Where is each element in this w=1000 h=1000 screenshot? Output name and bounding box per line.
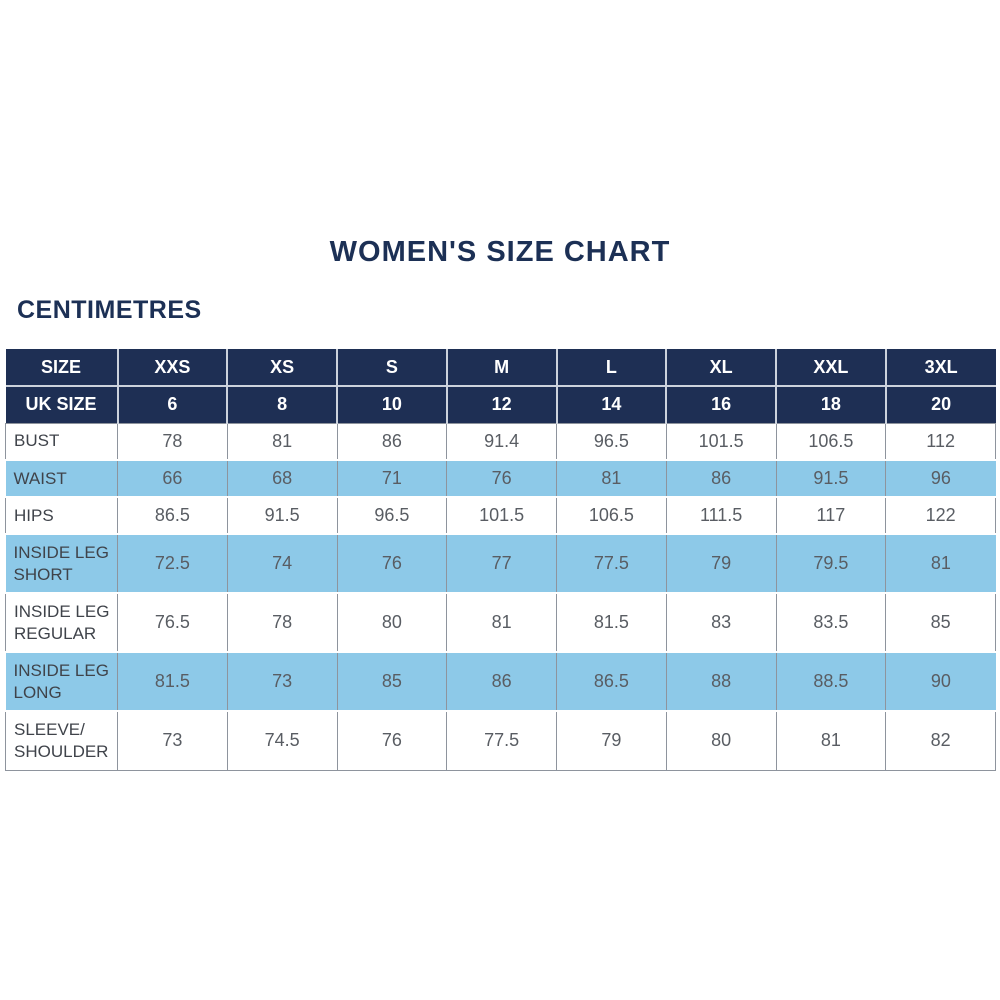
value-cell: 79 <box>665 533 777 594</box>
value-cell: 86 <box>336 422 448 461</box>
value-cell: 79 <box>556 710 667 771</box>
uk-size-cell: 20 <box>884 385 996 423</box>
value-cell: 81 <box>885 533 996 594</box>
value-cell: 74.5 <box>226 710 338 771</box>
value-cell: 85 <box>336 651 448 712</box>
value-cell: 83 <box>665 592 777 653</box>
value-cell: 86 <box>665 459 777 498</box>
size-header-cell: XXL <box>775 349 886 386</box>
value-cell: 76 <box>446 459 557 498</box>
value-cell: 106.5 <box>556 496 667 535</box>
uk-size-cell: 6 <box>116 385 228 423</box>
row-label: INSIDE LEG SHORT <box>5 533 118 594</box>
value-cell: 111.5 <box>665 496 777 535</box>
value-cell: 91.5 <box>775 459 887 498</box>
value-cell: 90 <box>885 651 996 712</box>
value-cell: 96 <box>885 459 996 498</box>
value-cell: 86.5 <box>556 651 667 712</box>
value-cell: 117 <box>775 496 887 535</box>
value-cell: 76.5 <box>117 592 228 653</box>
value-cell: 80 <box>336 592 448 653</box>
value-cell: 72.5 <box>117 533 228 594</box>
uk-size-cell: 10 <box>336 385 447 423</box>
size-header-cell: S <box>336 349 447 386</box>
value-cell: 112 <box>885 422 996 461</box>
uk-size-cell: 12 <box>445 385 557 423</box>
value-cell: 91.4 <box>446 422 557 461</box>
row-label: SLEEVE/ SHOULDER <box>5 710 118 771</box>
row-label: INSIDE LEG LONG <box>5 651 118 712</box>
value-cell: 81 <box>556 459 667 498</box>
value-cell: 88.5 <box>775 651 887 712</box>
size-header-cell: L <box>555 349 667 386</box>
value-cell: 81 <box>446 592 557 653</box>
value-cell: 76 <box>336 710 448 771</box>
value-cell: 81.5 <box>117 651 228 712</box>
value-cell: 81 <box>775 710 887 771</box>
uk-size-cell: 18 <box>775 385 886 423</box>
size-header-cell: 3XL <box>884 349 996 386</box>
size-chart-table: SIZE XXS XS S M L XL XXL 3XL UK SIZE 6 8… <box>5 349 996 771</box>
value-cell: 74 <box>226 533 338 594</box>
size-header-cell: XS <box>226 349 337 386</box>
uk-size-cell: 16 <box>665 385 776 423</box>
table-row-inside-leg-regular: INSIDE LEG REGULAR 76.5 78 80 81 81.5 83… <box>5 592 996 653</box>
page-title: WOMEN'S SIZE CHART <box>329 236 671 268</box>
size-header-cell: XL <box>665 349 776 386</box>
uk-size-label: UK SIZE <box>5 385 118 423</box>
size-header-cell: XXS <box>116 349 228 386</box>
value-cell: 101.5 <box>446 496 557 535</box>
value-cell: 77.5 <box>446 710 557 771</box>
value-cell: 122 <box>885 496 996 535</box>
value-cell: 81.5 <box>556 592 667 653</box>
value-cell: 73 <box>226 651 338 712</box>
value-cell: 106.5 <box>775 422 887 461</box>
value-cell: 79.5 <box>775 533 887 594</box>
size-header-cell: M <box>445 349 557 386</box>
value-cell: 101.5 <box>665 422 777 461</box>
value-cell: 86 <box>446 651 557 712</box>
row-label: INSIDE LEG REGULAR <box>5 592 118 653</box>
row-label: WAIST <box>5 459 118 498</box>
value-cell: 96.5 <box>336 496 448 535</box>
table-row-hips: HIPS 86.5 91.5 96.5 101.5 106.5 111.5 11… <box>5 496 996 535</box>
value-cell: 71 <box>336 459 448 498</box>
uk-size-cell: 8 <box>226 385 337 423</box>
value-cell: 68 <box>226 459 338 498</box>
table-row-sleeve-shoulder: SLEEVE/ SHOULDER 73 74.5 76 77.5 79 80 8… <box>5 710 996 771</box>
value-cell: 66 <box>117 459 228 498</box>
row-label: HIPS <box>5 496 118 535</box>
table-row-inside-leg-short: INSIDE LEG SHORT 72.5 74 76 77 77.5 79 7… <box>5 533 996 594</box>
value-cell: 78 <box>117 422 228 461</box>
value-cell: 96.5 <box>556 422 667 461</box>
value-cell: 85 <box>885 592 996 653</box>
value-cell: 80 <box>665 710 777 771</box>
table-row-waist: WAIST 66 68 71 76 81 86 91.5 96 <box>5 459 996 498</box>
unit-label: CENTIMETRES <box>17 296 202 324</box>
value-cell: 77 <box>446 533 557 594</box>
value-cell: 78 <box>226 592 338 653</box>
value-cell: 77.5 <box>556 533 667 594</box>
size-header-row: SIZE XXS XS S M L XL XXL 3XL <box>5 349 996 386</box>
value-cell: 81 <box>226 422 338 461</box>
value-cell: 76 <box>336 533 448 594</box>
table-row-inside-leg-long: INSIDE LEG LONG 81.5 73 85 86 86.5 88 88… <box>5 651 996 712</box>
uk-size-row: UK SIZE 6 8 10 12 14 16 18 20 <box>5 385 996 423</box>
table-row-bust: BUST 78 81 86 91.4 96.5 101.5 106.5 112 <box>5 422 996 461</box>
uk-size-cell: 14 <box>555 385 667 423</box>
value-cell: 88 <box>665 651 777 712</box>
value-cell: 73 <box>117 710 228 771</box>
value-cell: 83.5 <box>775 592 887 653</box>
size-header-cell: SIZE <box>5 349 118 386</box>
row-label: BUST <box>5 422 118 461</box>
value-cell: 91.5 <box>226 496 338 535</box>
value-cell: 82 <box>885 710 996 771</box>
value-cell: 86.5 <box>117 496 228 535</box>
